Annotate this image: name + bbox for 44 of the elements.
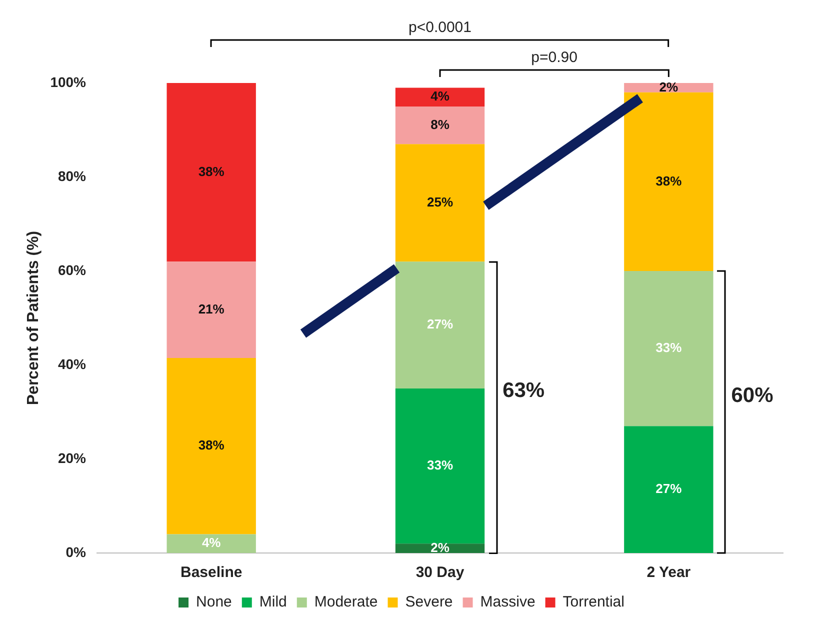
y-tick-label: 20%	[58, 450, 87, 466]
data-label: 27%	[656, 481, 682, 496]
bar	[624, 426, 714, 553]
y-tick-label: 40%	[58, 356, 87, 372]
bar	[624, 83, 714, 92]
y-tick-label: 80%	[58, 168, 87, 184]
text: p=0.90	[530, 49, 578, 66]
annotation: 60%	[731, 384, 774, 408]
data-label: 4%	[202, 535, 222, 550]
y-axis-title: Percent of Patients (%)	[25, 230, 42, 406]
legend-label: None	[196, 594, 232, 611]
bar	[166, 262, 256, 358]
x-tick-label: 30 Day	[416, 564, 465, 582]
data-label: 25%	[426, 194, 454, 210]
legend-label: Severe	[405, 594, 453, 611]
data-label: 38%	[198, 438, 225, 453]
x-tick-label: 2 Year	[646, 564, 691, 582]
x-tick-label: Baseline	[180, 564, 242, 582]
data-label: 33%	[656, 340, 682, 356]
legend-label: Moderate	[314, 594, 378, 611]
data-label: 2%	[430, 540, 450, 555]
data-label: 2%	[659, 79, 678, 94]
bar	[624, 271, 714, 426]
bar	[395, 388, 485, 544]
bar	[166, 534, 256, 553]
y-tick-label: 100%	[50, 74, 87, 90]
bar	[395, 88, 485, 106]
legend-label: Mild	[259, 594, 287, 611]
data-label: 38%	[198, 164, 225, 179]
data-label: 33%	[426, 458, 454, 473]
y-tick-label: 0%	[66, 544, 87, 560]
legend-label: Torrential	[562, 594, 624, 611]
data-label: 38%	[656, 173, 682, 188]
y-tick-label: 60%	[58, 262, 87, 278]
legend-label: Massive	[480, 594, 536, 611]
data-label: 21%	[198, 301, 225, 316]
data-label: 27%	[426, 316, 454, 332]
data-label: 8%	[430, 116, 450, 132]
data-label: 4%	[430, 88, 450, 104]
bar	[166, 358, 256, 534]
text: p<0.0001	[408, 19, 472, 36]
bar	[166, 83, 256, 262]
annotation: 63%	[502, 379, 545, 404]
bar	[395, 106, 485, 144]
